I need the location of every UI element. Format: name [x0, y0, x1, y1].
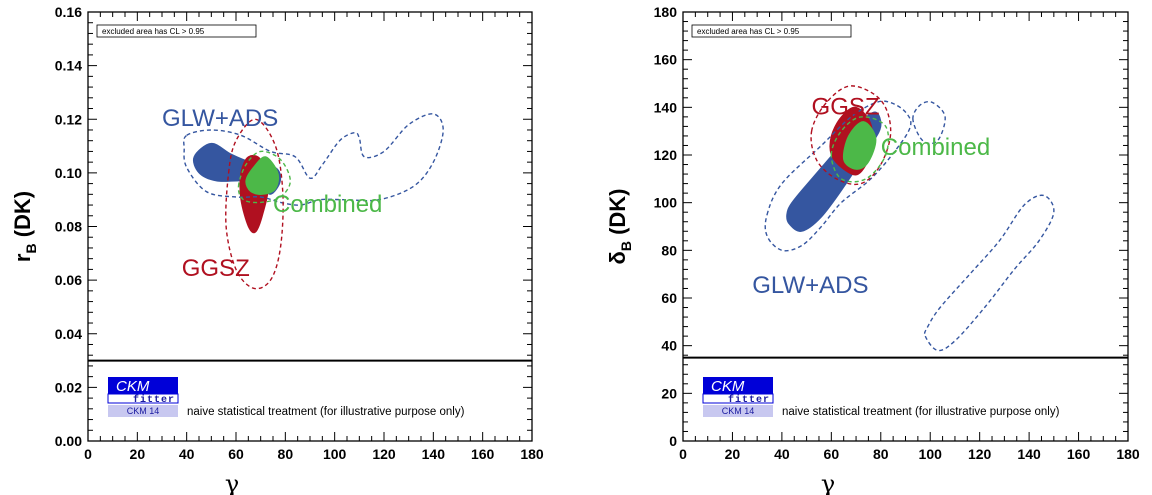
logo-sub-text: CKM 14: [722, 406, 755, 416]
plot-frame: [682, 11, 1129, 442]
y-axis-title-suffix: (DK): [605, 188, 630, 241]
label-combined: Combined: [273, 191, 382, 218]
y-tick-label: 20: [661, 385, 677, 401]
x-tick-label: 20: [130, 446, 146, 462]
region-ggsz-contour: [225, 118, 284, 290]
y-tick-label: 0.08: [55, 219, 82, 235]
x-tick-label: 160: [1067, 446, 1091, 462]
y-axis-title-subscript: B: [23, 243, 39, 253]
logo-sub-bar: [108, 405, 178, 417]
region-glw-ads-contour: [923, 194, 1055, 352]
logo-fitter-text: fitter: [133, 394, 175, 406]
region-combined-filled: [842, 121, 877, 170]
x-tick-label: 160: [471, 446, 495, 462]
y-tick-label: 160: [654, 52, 678, 68]
logo-fitter-bar: [107, 393, 179, 404]
x-tick-label: 140: [422, 446, 446, 462]
y-tick-label: 0.00: [55, 433, 82, 449]
y-tick-label: 0.06: [55, 272, 82, 288]
y-axis-title-main: δ: [605, 251, 630, 264]
y-tick-label: 0.12: [55, 111, 82, 127]
x-tick-label: 80: [278, 446, 294, 462]
label-glw-ads: GLW+ADS: [752, 272, 868, 299]
x-tick-label: 80: [873, 446, 889, 462]
x-tick-label: 20: [725, 446, 741, 462]
logo-blue-bar: [703, 377, 773, 394]
x-tick-label: 60: [228, 446, 244, 462]
x-axis-title: γ: [821, 470, 835, 495]
logo-main-text: CKM: [116, 378, 150, 395]
legend-box: [691, 24, 852, 38]
x-tick-label: 40: [774, 446, 790, 462]
note-text: naive statistical treatment (for illustr…: [782, 406, 1060, 418]
y-tick-label: 140: [654, 99, 678, 115]
y-axis-title: δB (DK): [605, 188, 634, 264]
logo-sub-text: CKM 14: [127, 406, 160, 416]
logo-sub-bar: [703, 405, 773, 417]
logo-blue-bar: [108, 377, 178, 394]
x-tick-label: 100: [323, 446, 347, 462]
y-tick-label: 40: [661, 338, 677, 354]
y-tick-label: 0.14: [55, 58, 82, 74]
legend-text: excluded area has CL > 0.95: [102, 27, 205, 36]
y-axis-title-subscript: B: [618, 241, 634, 251]
y-axis-title-main: r: [10, 253, 35, 262]
label-combined: Combined: [881, 134, 990, 161]
legend-text: excluded area has CL > 0.95: [697, 27, 800, 36]
y-tick-label: 180: [654, 4, 678, 20]
x-tick-label: 180: [520, 446, 544, 462]
y-tick-label: 0.02: [55, 379, 82, 395]
x-tick-label: 140: [1017, 446, 1041, 462]
label-ggsz: GGSZ: [812, 93, 880, 120]
y-tick-label: 0.10: [55, 165, 82, 181]
x-tick-label: 180: [1116, 446, 1140, 462]
x-tick-label: 60: [824, 446, 840, 462]
region-combined-contour: [830, 116, 890, 183]
y-tick-label: 120: [654, 147, 678, 163]
x-axis-title: γ: [225, 470, 239, 495]
region-combined-filled: [245, 156, 280, 195]
y-tick-label: 100: [654, 195, 678, 211]
label-ggsz: GGSZ: [182, 255, 250, 282]
logo-fitter-bar: [702, 393, 774, 404]
x-tick-label: 120: [968, 446, 992, 462]
x-tick-label: 0: [679, 446, 687, 462]
logo-fitter-text: fitter: [728, 394, 770, 406]
x-tick-label: 100: [919, 446, 943, 462]
y-tick-label: 60: [661, 290, 677, 306]
x-tick-label: 40: [179, 446, 195, 462]
note-text: naive statistical treatment (for illustr…: [187, 406, 465, 418]
y-tick-label: 0.16: [55, 4, 82, 20]
x-tick-label: 120: [372, 446, 396, 462]
plot-frame: [87, 11, 533, 442]
region-glw-ads-contour: [764, 100, 912, 252]
logo-main-text: CKM: [711, 378, 745, 395]
rb-vs-gamma-panel: 0 20 40 60 80 100 120 140 160 180 0.00 0.02 0.04 0.06…: [10, 4, 544, 495]
y-axis-title-suffix: (DK): [10, 191, 35, 244]
x-tick-label: 0: [84, 446, 92, 462]
y-tick-label: 0.04: [55, 326, 82, 342]
y-tick-label: 80: [661, 242, 677, 258]
region-glw-ads-contour: [912, 101, 946, 145]
y-axis-title: rB (DK): [10, 191, 39, 262]
region-glw-ads-contour: [183, 113, 444, 206]
y-tick-label: 0: [669, 433, 677, 449]
deltab-vs-gamma-panel: 0 20 40 60 80 100 120 140 160 180 0 20 40 60 80 100 120 1…: [605, 4, 1140, 495]
region-combined-contour: [237, 150, 292, 204]
label-glw-ads: GLW+ADS: [162, 105, 278, 132]
legend-box: [96, 24, 257, 38]
